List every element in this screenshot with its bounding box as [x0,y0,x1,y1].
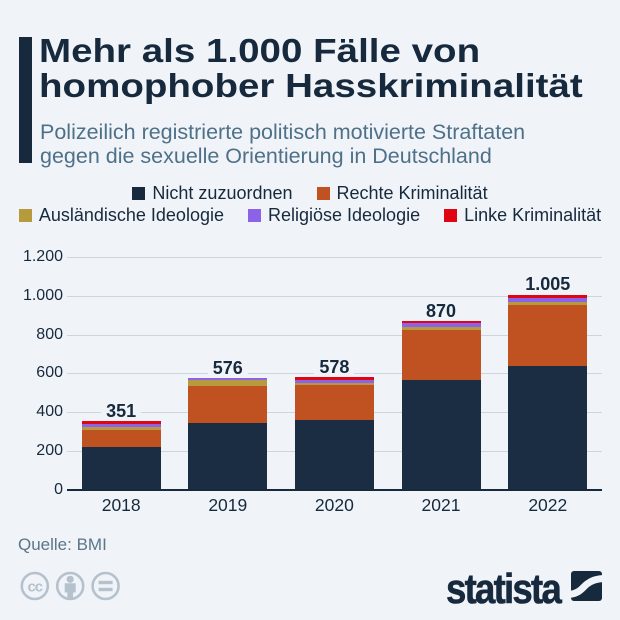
svg-text:cc: cc [27,579,42,596]
